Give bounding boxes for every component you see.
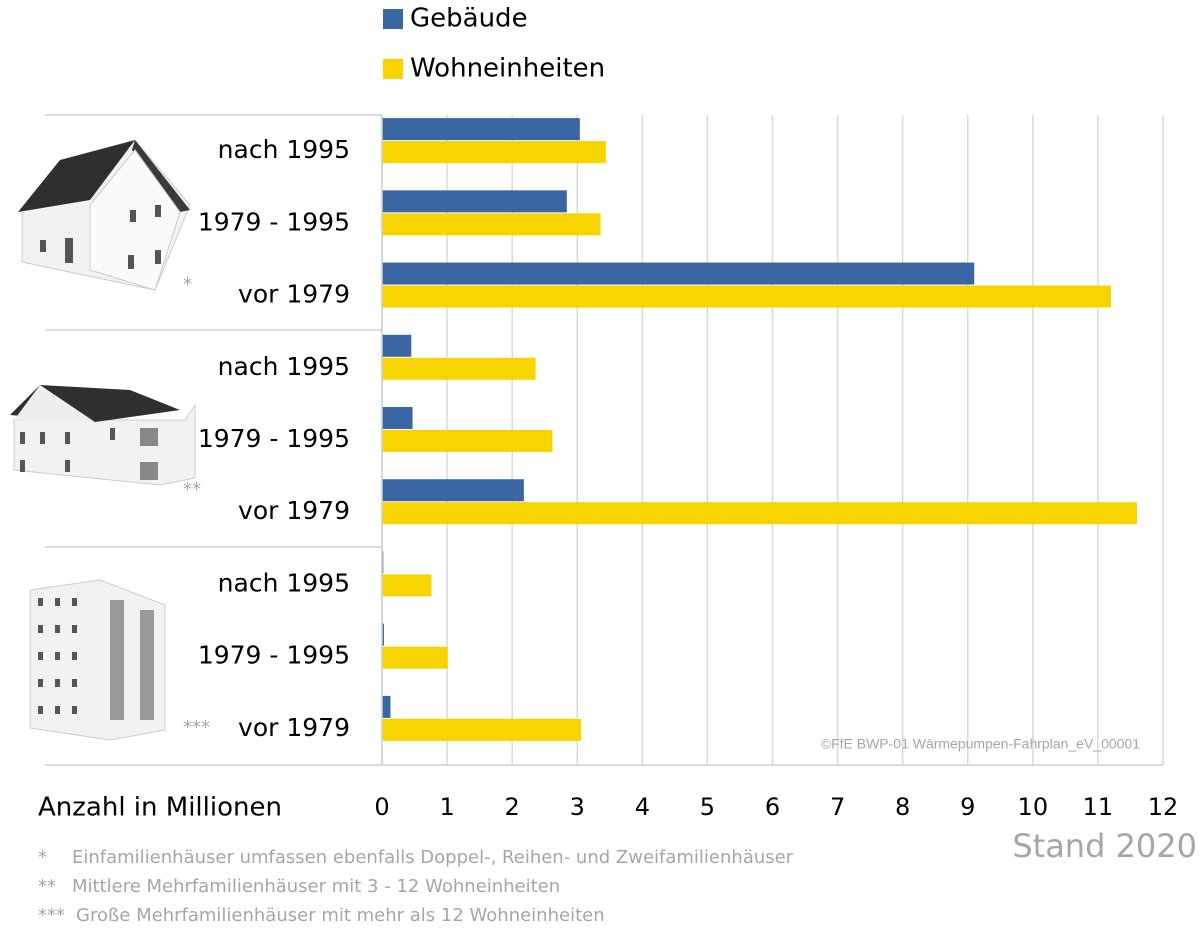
y-tick-label: nach 1995	[218, 352, 350, 381]
x-tick-label: 10	[1018, 793, 1049, 821]
separators	[45, 114, 1163, 766]
x-tick-label: 0	[374, 793, 389, 821]
footnote-text: Große Mehrfamilienhäuser mit mehr als 12…	[76, 905, 605, 926]
x-tick-label: 6	[765, 793, 780, 821]
stand: Stand 2020	[1012, 827, 1197, 865]
x-tick-label: 9	[960, 793, 975, 821]
group-marker: **	[183, 479, 201, 500]
y-tick-label: vor 1979	[238, 496, 350, 525]
bar	[382, 118, 580, 141]
bar	[382, 213, 601, 236]
group-marker: ***	[183, 717, 210, 738]
bar	[382, 141, 606, 164]
bar	[382, 718, 582, 741]
x-tick-label: 11	[1083, 793, 1114, 821]
bar	[382, 646, 448, 669]
y-tick-label: vor 1979	[238, 713, 350, 742]
x-tick-label: 3	[570, 793, 585, 821]
legend-swatch	[383, 9, 403, 29]
x-tick-label: 5	[700, 793, 715, 821]
house-icon-efh	[18, 139, 191, 291]
bar	[382, 262, 975, 285]
x-axis-label: Anzahl in Millionen	[38, 793, 282, 823]
bar	[382, 695, 391, 718]
bar	[382, 574, 432, 597]
house-icon-gmh	[29, 579, 166, 741]
y-tick-label: 1979 - 1995	[198, 424, 350, 453]
bar	[382, 407, 413, 429]
x-tick-label: 4	[635, 793, 650, 821]
bar	[382, 285, 1111, 308]
footnote-marker: **	[38, 876, 56, 897]
footnote-marker: *	[38, 847, 47, 868]
y-tick-label: vor 1979	[238, 280, 350, 309]
x-tick-label: 7	[830, 793, 845, 821]
bar	[382, 190, 567, 213]
bar	[382, 430, 553, 452]
legend-label: Gebäude	[410, 4, 528, 34]
copyright: ©FfE BWP-01 Wärmepumpen-Fahrplan_eV_0000…	[821, 736, 1140, 752]
y-tick-label: nach 1995	[218, 135, 350, 164]
footnote-text: Mittlere Mehrfamilienhäuser mit 3 - 12 W…	[72, 876, 560, 897]
x-tick-label: 2	[505, 793, 520, 821]
y-tick-label: nach 1995	[218, 568, 350, 597]
footnote-text: Einfamilienhäuser umfassen ebenfalls Dop…	[72, 847, 794, 868]
x-tick-label: 12	[1148, 793, 1179, 821]
bar	[382, 502, 1137, 525]
legend-swatch	[383, 59, 403, 79]
y-tick-label: 1979 - 1995	[198, 641, 350, 670]
y-tick-label: 1979 - 1995	[198, 207, 350, 236]
bar	[382, 357, 536, 380]
bar	[382, 623, 384, 646]
x-tick-label: 8	[895, 793, 910, 821]
house-icon-mfh	[10, 385, 196, 486]
x-tick-label: 1	[439, 793, 454, 821]
bar	[382, 479, 524, 502]
legend-label: Wohneinheiten	[410, 54, 605, 84]
footnote-marker: ***	[38, 905, 65, 926]
bar	[382, 334, 412, 357]
group-marker: *	[183, 274, 192, 295]
